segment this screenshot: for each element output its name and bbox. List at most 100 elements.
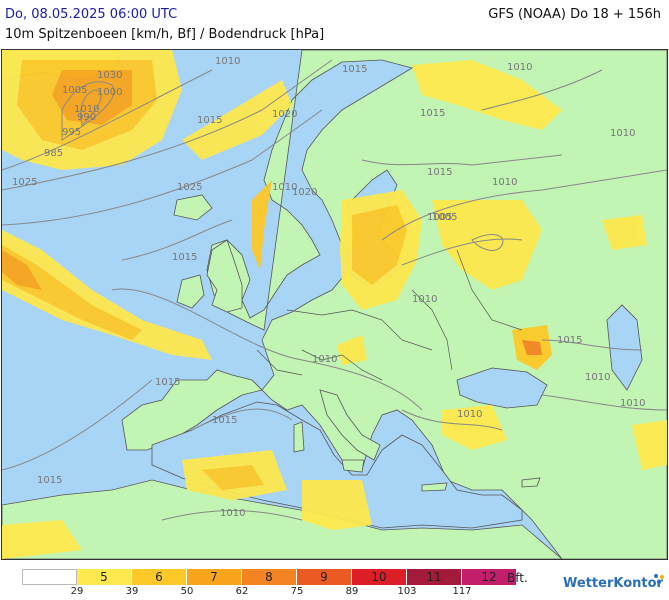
legend-swatch: 5	[77, 569, 132, 585]
isobars	[1, 59, 668, 521]
isobar-label: 995	[62, 127, 81, 138]
border-line-5	[256, 349, 303, 376]
gust-area-north-sea-band	[182, 80, 292, 160]
legend-threshold: 50	[180, 586, 194, 597]
legend-threshold: 39	[125, 586, 139, 597]
legend-threshold: 103	[397, 586, 417, 597]
isobar-label: 1015	[427, 167, 452, 178]
gust-area-alps	[337, 335, 367, 365]
legend-swatch: 8	[242, 569, 297, 585]
gust-area-caucasus-8	[522, 340, 542, 355]
isobar-label: 1015	[172, 252, 197, 263]
isobar-line	[161, 510, 303, 521]
isobar-line	[361, 154, 563, 166]
isobar-label: 1015	[197, 115, 222, 126]
gust-area-east	[602, 215, 647, 250]
isobar-label: 1010	[492, 177, 517, 188]
border-line-4	[456, 249, 523, 331]
isobar-line	[541, 394, 668, 411]
sea-mediterranean	[151, 401, 523, 529]
gust-area-morocco	[2, 520, 82, 559]
isobar-low-ring	[61, 81, 115, 141]
land-cyprus	[521, 477, 541, 488]
gust-area-atlantic-7	[2, 250, 42, 290]
isobar-line	[1, 69, 213, 171]
isobar-label: 1010	[220, 508, 245, 519]
isobar-label: 1010	[215, 56, 240, 67]
isobar-label: 1015	[557, 335, 582, 346]
borders	[256, 249, 523, 381]
legend-bft-label: 7	[210, 570, 218, 584]
isobar-low-ring	[471, 234, 504, 251]
legend-thresholds: 29 39 50 62 75 89 103 117	[0, 586, 669, 600]
gust-area-algeria-6	[202, 465, 264, 490]
legend-bft-label: 10	[371, 570, 387, 584]
gust-area-nw-7	[52, 70, 132, 125]
isobar-line	[481, 69, 603, 111]
isobar-label: 1010	[585, 372, 610, 383]
gust-area-baltic-6	[352, 205, 407, 285]
legend-swatch	[22, 569, 77, 585]
legend-threshold: 29	[70, 586, 84, 597]
isobar-label: 1010	[507, 62, 532, 73]
gust-area-atlantic-5	[2, 230, 212, 360]
isobar-label: 990	[77, 112, 96, 123]
forecast-date: Do, 08.05.2025 06:00 UTC	[5, 7, 178, 22]
isobar-line	[381, 169, 668, 241]
land-sicily	[341, 459, 365, 473]
isobar-label: 1005	[432, 212, 457, 223]
gust-area-libya	[302, 480, 372, 530]
legend-swatch: 10	[352, 569, 407, 585]
land-ireland	[176, 274, 205, 309]
isobar-line	[191, 408, 293, 431]
gust-legend: 5 6 7 8 9 10 11 12	[22, 569, 517, 585]
gust-area-barents	[412, 60, 562, 130]
isobar-label: 1025	[177, 182, 202, 193]
gust-shading	[2, 50, 667, 559]
isobar-label: 1010	[272, 182, 297, 193]
sea-caspian	[606, 304, 643, 391]
border-line-3	[411, 289, 453, 371]
isobar-line	[541, 339, 643, 351]
gust-area-narrow-band	[252, 180, 272, 270]
legend-swatch: 12	[462, 569, 517, 585]
brand-name[interactable]: WetterKontor	[563, 576, 663, 591]
legend-threshold: 89	[345, 586, 359, 597]
parameter-label: 10m Spitzenboeen [km/h, Bf] / Bodendruck…	[5, 27, 325, 42]
isobar-label: 1015	[420, 108, 445, 119]
isobar-label: 1015	[155, 377, 180, 388]
land-iceland	[173, 194, 213, 221]
gust-area-aegean	[442, 405, 507, 450]
isobar-label: 1015	[212, 415, 237, 426]
sea-black	[456, 367, 548, 409]
weather-map: 1030 1025 1020 1015 1010 1005 1000 995 9…	[1, 49, 668, 560]
gust-area-atlantic-6	[2, 245, 142, 340]
legend-swatch: 6	[132, 569, 187, 585]
gust-area-middle-east	[632, 420, 667, 470]
wetterkontor-logo-icon	[654, 574, 664, 584]
map-svg: 1030 1025 1020 1015 1010 1005 1000 995 9…	[1, 49, 668, 560]
isobar-label: 985	[44, 148, 63, 159]
legend-bft-label: 9	[320, 570, 328, 584]
isobar-labels: 1030 1025 1020 1015 1010 1005 1000 995 9…	[12, 56, 645, 519]
isobar-label: 1010	[610, 128, 635, 139]
isobar-line	[401, 238, 523, 266]
isobar-label: 1015	[342, 64, 367, 75]
isobar-label: 1000	[97, 87, 122, 98]
isobar-label: 1025	[12, 177, 37, 188]
land-italy	[319, 389, 381, 461]
model-run-label: GFS (NOAA) Do 18 + 156h	[488, 7, 661, 22]
isobar-label: 1005	[62, 85, 87, 96]
border-line-2	[301, 349, 383, 381]
legend-bft-label: 6	[155, 570, 163, 584]
isobar-line	[1, 59, 333, 191]
isobar-low-ring	[80, 89, 102, 126]
isobar-line	[1, 379, 153, 471]
isobar-line	[121, 219, 233, 261]
land-great-britain	[206, 239, 243, 313]
land-crete	[421, 482, 448, 492]
isobar-label: 1030	[97, 70, 122, 81]
isobar-label: 1010	[457, 409, 482, 420]
isobar-label: 1005	[427, 212, 452, 223]
legend-unit: Bft.	[507, 571, 528, 585]
